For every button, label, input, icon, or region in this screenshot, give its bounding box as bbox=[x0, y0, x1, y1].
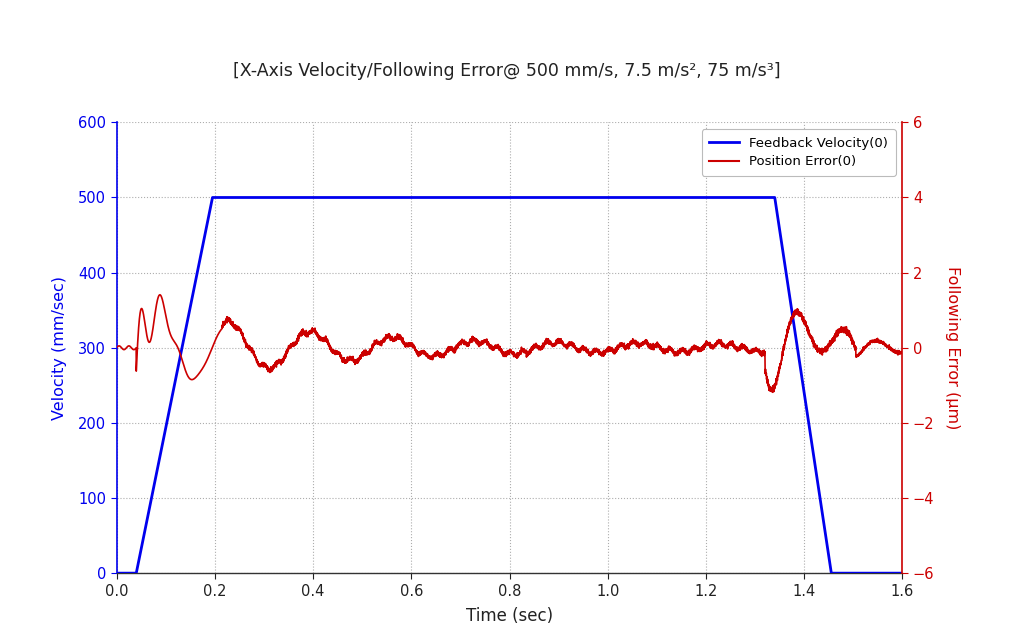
Y-axis label: Velocity (mm/sec): Velocity (mm/sec) bbox=[52, 276, 67, 420]
Y-axis label: Following Error (μm): Following Error (μm) bbox=[944, 266, 959, 430]
Legend: Feedback Velocity(0), Position Error(0): Feedback Velocity(0), Position Error(0) bbox=[702, 129, 895, 176]
X-axis label: Time (sec): Time (sec) bbox=[466, 607, 553, 625]
Text: 14. X Axis (Gantry) Velocity/Following Error at 0.5 m/s, 0.75 g, 7.5 g/sec: 14. X Axis (Gantry) Velocity/Following E… bbox=[12, 17, 662, 32]
Text: [X-Axis Velocity/Following Error@ 500 mm/s, 7.5 m/s², 75 m/s³]: [X-Axis Velocity/Following Error@ 500 mm… bbox=[233, 62, 781, 80]
